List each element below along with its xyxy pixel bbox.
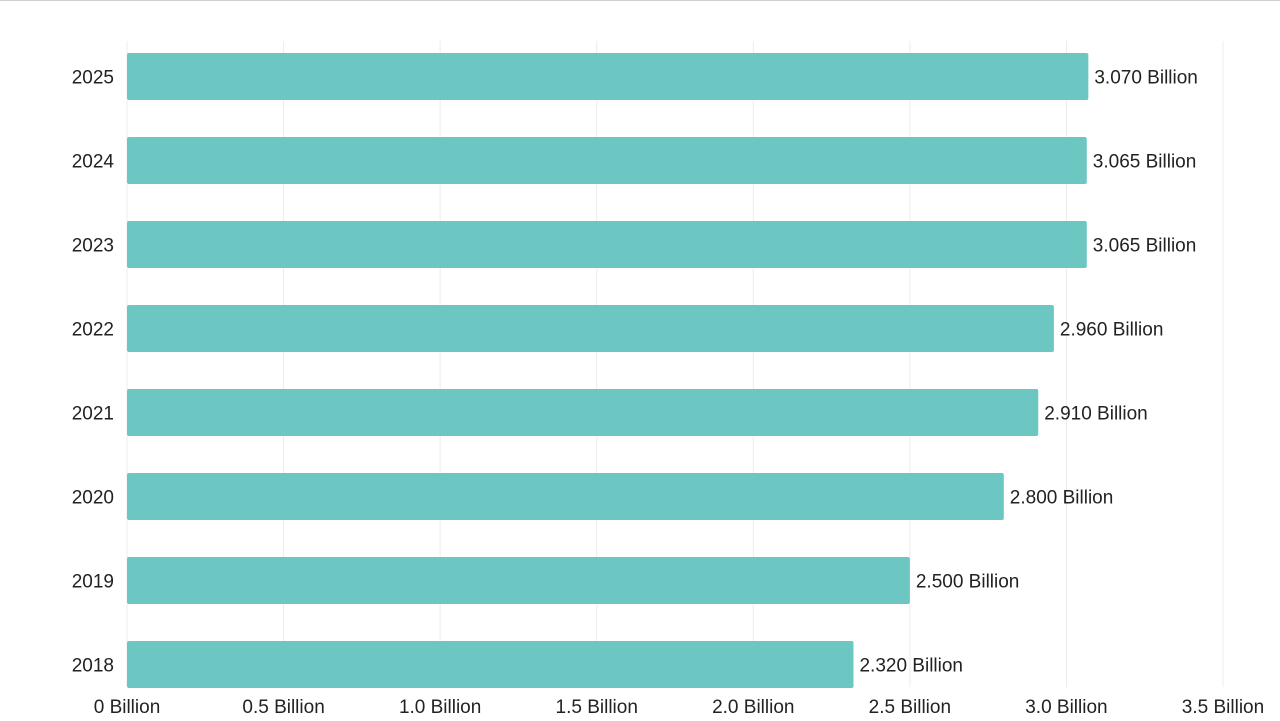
bar-2020	[127, 473, 1004, 520]
x-tick-label-4: 2.0 Billion	[712, 697, 794, 718]
data-label-2019: 2.500 Billion	[916, 572, 1020, 593]
data-label-2024: 3.065 Billion	[1093, 152, 1197, 173]
bar-2023	[127, 221, 1087, 268]
y-tick-label-2018: 2018	[72, 656, 114, 677]
x-tick-label-2: 1.0 Billion	[399, 697, 481, 718]
data-label-2020: 2.800 Billion	[1010, 488, 1114, 509]
data-labels: 3.070 Billion 3.065 Billion 3.065 Billion 2…	[859, 68, 1197, 677]
bar-2018	[127, 641, 854, 688]
y-tick-label-2020: 2020	[72, 488, 114, 509]
bar-2024	[127, 137, 1087, 184]
data-label-2021: 2.910 Billion	[1044, 404, 1148, 425]
x-axis-tick-labels: 0 Billion 0.5 Billion 1.0 Billion 1.5 Billi…	[94, 697, 1264, 718]
y-axis-tick-labels: 2025 2024 2023 2022 2021 2020 2019 2018	[72, 68, 115, 677]
y-tick-label-2023: 2023	[72, 236, 114, 257]
data-label-2025: 3.070 Billion	[1094, 68, 1198, 89]
data-label-2018: 2.320 Billion	[859, 656, 963, 677]
x-tick-label-5: 2.5 Billion	[869, 697, 951, 718]
data-label-2022: 2.960 Billion	[1060, 320, 1164, 341]
x-tick-label-6: 3.0 Billion	[1025, 697, 1107, 718]
y-tick-label-2024: 2024	[72, 152, 115, 173]
x-tick-label-0: 0 Billion	[94, 697, 161, 718]
x-tick-label-1: 0.5 Billion	[242, 697, 324, 718]
bars	[127, 53, 1089, 688]
y-tick-label-2019: 2019	[72, 572, 114, 593]
bar-2019	[127, 557, 910, 604]
y-tick-label-2021: 2021	[72, 404, 114, 425]
x-tick-label-3: 1.5 Billion	[556, 697, 638, 718]
bar-2025	[127, 53, 1089, 100]
bar-2022	[127, 305, 1054, 352]
y-tick-label-2025: 2025	[72, 68, 114, 89]
x-tick-label-7: 3.5 Billion	[1182, 697, 1264, 718]
bar-2021	[127, 389, 1039, 436]
y-tick-label-2022: 2022	[72, 320, 114, 341]
data-label-2023: 3.065 Billion	[1093, 236, 1197, 257]
